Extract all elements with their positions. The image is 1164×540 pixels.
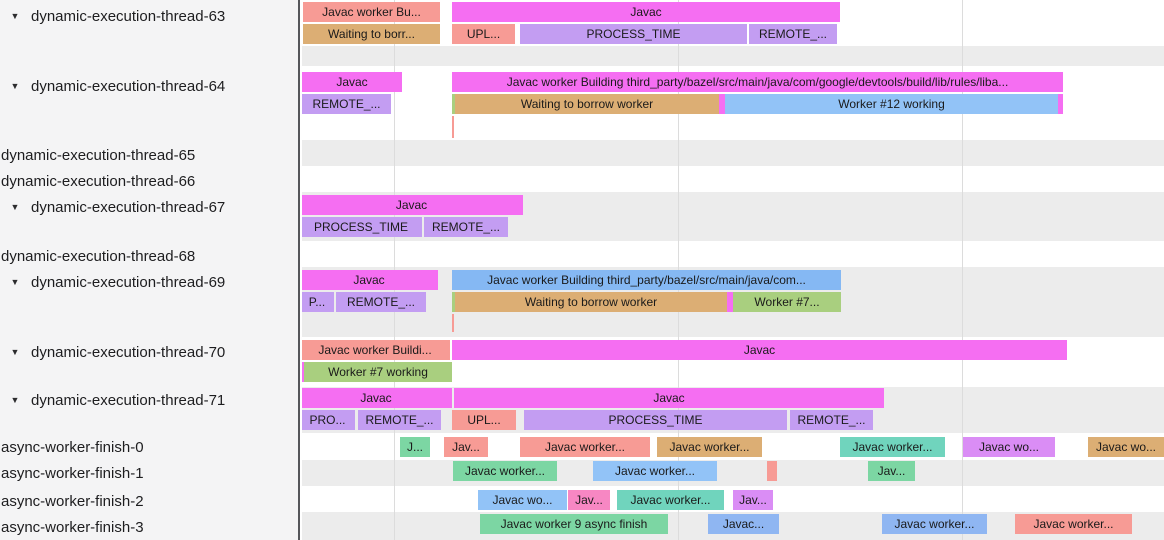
track-label: async-worker-finish-2 [1,492,144,510]
timeline-slice[interactable]: Javac... [708,514,779,534]
timeline-slice[interactable]: Jav... [444,437,488,457]
timeline-slice[interactable]: Javac [302,195,523,215]
timeline-slice[interactable]: Worker #7 working [304,362,452,382]
timeline-slice[interactable]: Javac worker Building third_party/bazel/… [452,72,1063,92]
timeline-slice[interactable] [452,292,455,312]
timeline-slice[interactable]: Javac worker... [840,437,945,457]
track-background-stripe [302,140,1164,166]
time-gridline [962,0,963,540]
track-label: dynamic-execution-thread-69 [31,273,226,291]
timeline-slice[interactable]: UPL... [452,410,516,430]
slice-start-tick [452,116,454,138]
timeline-slice[interactable]: Waiting to borr... [303,24,440,44]
timeline-slice[interactable] [1058,94,1063,114]
timeline-slice[interactable]: PROCESS_TIME [302,217,422,237]
track-background-stripe [302,46,1164,66]
timeline-slice[interactable]: REMOTE_... [336,292,426,312]
timeline-slice[interactable]: Worker #12 working [725,94,1058,114]
expander-triangle-icon[interactable]: ▼ [10,202,20,212]
timeline-slice[interactable]: Javac worker Buildi... [302,340,450,360]
timeline-slice[interactable]: Javac [454,388,884,408]
timeline-slice[interactable]: Javac wo... [478,490,567,510]
expander-triangle-icon[interactable]: ▼ [10,347,20,357]
track-label: dynamic-execution-thread-63 [31,7,226,25]
expander-triangle-icon[interactable]: ▼ [10,395,20,405]
timeline-slice[interactable]: Javac worker... [657,437,762,457]
expander-triangle-icon[interactable]: ▼ [10,11,20,21]
timeline-slice[interactable]: REMOTE_... [749,24,837,44]
timeline-slice[interactable]: Waiting to borrow worker [455,292,727,312]
timeline-slice[interactable]: Javac worker... [882,514,987,534]
track-label: async-worker-finish-1 [1,464,144,482]
timeline-slice[interactable]: Worker #7... [733,292,841,312]
track-label-row[interactable]: ▼ dynamic-execution-thread-70 [0,341,298,363]
timeline-slice[interactable]: Javac worker... [593,461,717,481]
track-label: dynamic-execution-thread-68 [1,247,196,265]
track-label: dynamic-execution-thread-67 [31,198,226,216]
timeline-slice[interactable] [767,461,777,481]
timeline-slice[interactable]: Javac worker... [453,461,557,481]
track-label: async-worker-finish-0 [1,438,144,456]
timeline-slice[interactable]: REMOTE_... [424,217,508,237]
timeline-slice[interactable]: J... [400,437,430,457]
track-label-row[interactable]: dynamic-execution-thread-65 [0,144,298,166]
timeline-slice[interactable]: UPL... [452,24,515,44]
timeline-slice[interactable]: REMOTE_... [302,94,391,114]
track-name-panel: ▼ dynamic-execution-thread-63 ▼ dynamic-exe… [0,0,300,540]
slice-start-tick [452,314,454,332]
timeline-slice[interactable]: Javac wo... [1088,437,1164,457]
timeline-slice[interactable]: Javac worker Building third_party/bazel/… [452,270,841,290]
timeline-slice[interactable]: REMOTE_... [358,410,441,430]
timeline-slice[interactable]: PROCESS_TIME [524,410,787,430]
timeline-slice[interactable]: Javac worker... [1015,514,1132,534]
timeline-slice[interactable]: Javac wo... [963,437,1055,457]
track-background-stripe [302,241,1164,267]
timeline-slice[interactable]: Javac [302,72,402,92]
timeline-slice[interactable]: Javac [452,2,840,22]
timeline-slice[interactable]: Jav... [733,490,773,510]
track-label: dynamic-execution-thread-65 [1,146,196,164]
timeline-slice[interactable] [452,94,455,114]
timeline-slice[interactable] [719,94,725,114]
timeline-slice[interactable]: Javac [302,388,452,408]
timeline-slice[interactable]: Javac worker... [520,437,650,457]
track-label-row[interactable]: async-worker-finish-3 [0,516,298,538]
timeline-canvas[interactable]: Javac worker Bu... Javac Waiting to borr..… [302,0,1164,540]
timeline-slice[interactable]: REMOTE_... [790,410,873,430]
track-label: dynamic-execution-thread-64 [31,77,226,95]
timeline-slice[interactable] [302,362,304,382]
track-label-row[interactable]: dynamic-execution-thread-68 [0,245,298,267]
track-label: dynamic-execution-thread-70 [31,343,226,361]
track-label-row[interactable]: async-worker-finish-1 [0,462,298,484]
track-label-row[interactable]: ▼ dynamic-execution-thread-63 [0,5,298,27]
track-label-row[interactable]: async-worker-finish-0 [0,436,298,458]
track-label-row[interactable]: ▼ dynamic-execution-thread-71 [0,389,298,411]
expander-triangle-icon[interactable]: ▼ [10,277,20,287]
timeline-slice[interactable]: Javac [302,270,438,290]
track-label: async-worker-finish-3 [1,518,144,536]
timeline-slice[interactable]: Javac worker... [617,490,724,510]
timeline-slice[interactable]: P... [302,292,334,312]
timeline-slice[interactable]: Waiting to borrow worker [455,94,719,114]
timeline-slice[interactable]: Jav... [868,461,915,481]
track-label-row[interactable]: ▼ dynamic-execution-thread-64 [0,75,298,97]
timeline-slice[interactable]: Javac [452,340,1067,360]
timeline-slice[interactable]: Javac worker Bu... [303,2,440,22]
track-background-stripe [302,460,1164,486]
timeline-slice[interactable]: Jav... [568,490,610,510]
timeline-slice[interactable]: PRO... [302,410,355,430]
track-label-row[interactable]: async-worker-finish-2 [0,490,298,512]
timeline-slice[interactable]: PROCESS_TIME [520,24,747,44]
track-label: dynamic-execution-thread-66 [1,172,196,190]
track-label-row[interactable]: ▼ dynamic-execution-thread-69 [0,271,298,293]
expander-triangle-icon[interactable]: ▼ [10,81,20,91]
timeline-slice[interactable] [727,292,733,312]
track-label: dynamic-execution-thread-71 [31,391,226,409]
track-background-stripe [302,166,1164,192]
track-label-row[interactable]: dynamic-execution-thread-66 [0,170,298,192]
track-label-row[interactable]: ▼ dynamic-execution-thread-67 [0,196,298,218]
timeline-slice[interactable]: Javac worker 9 async finish [480,514,668,534]
